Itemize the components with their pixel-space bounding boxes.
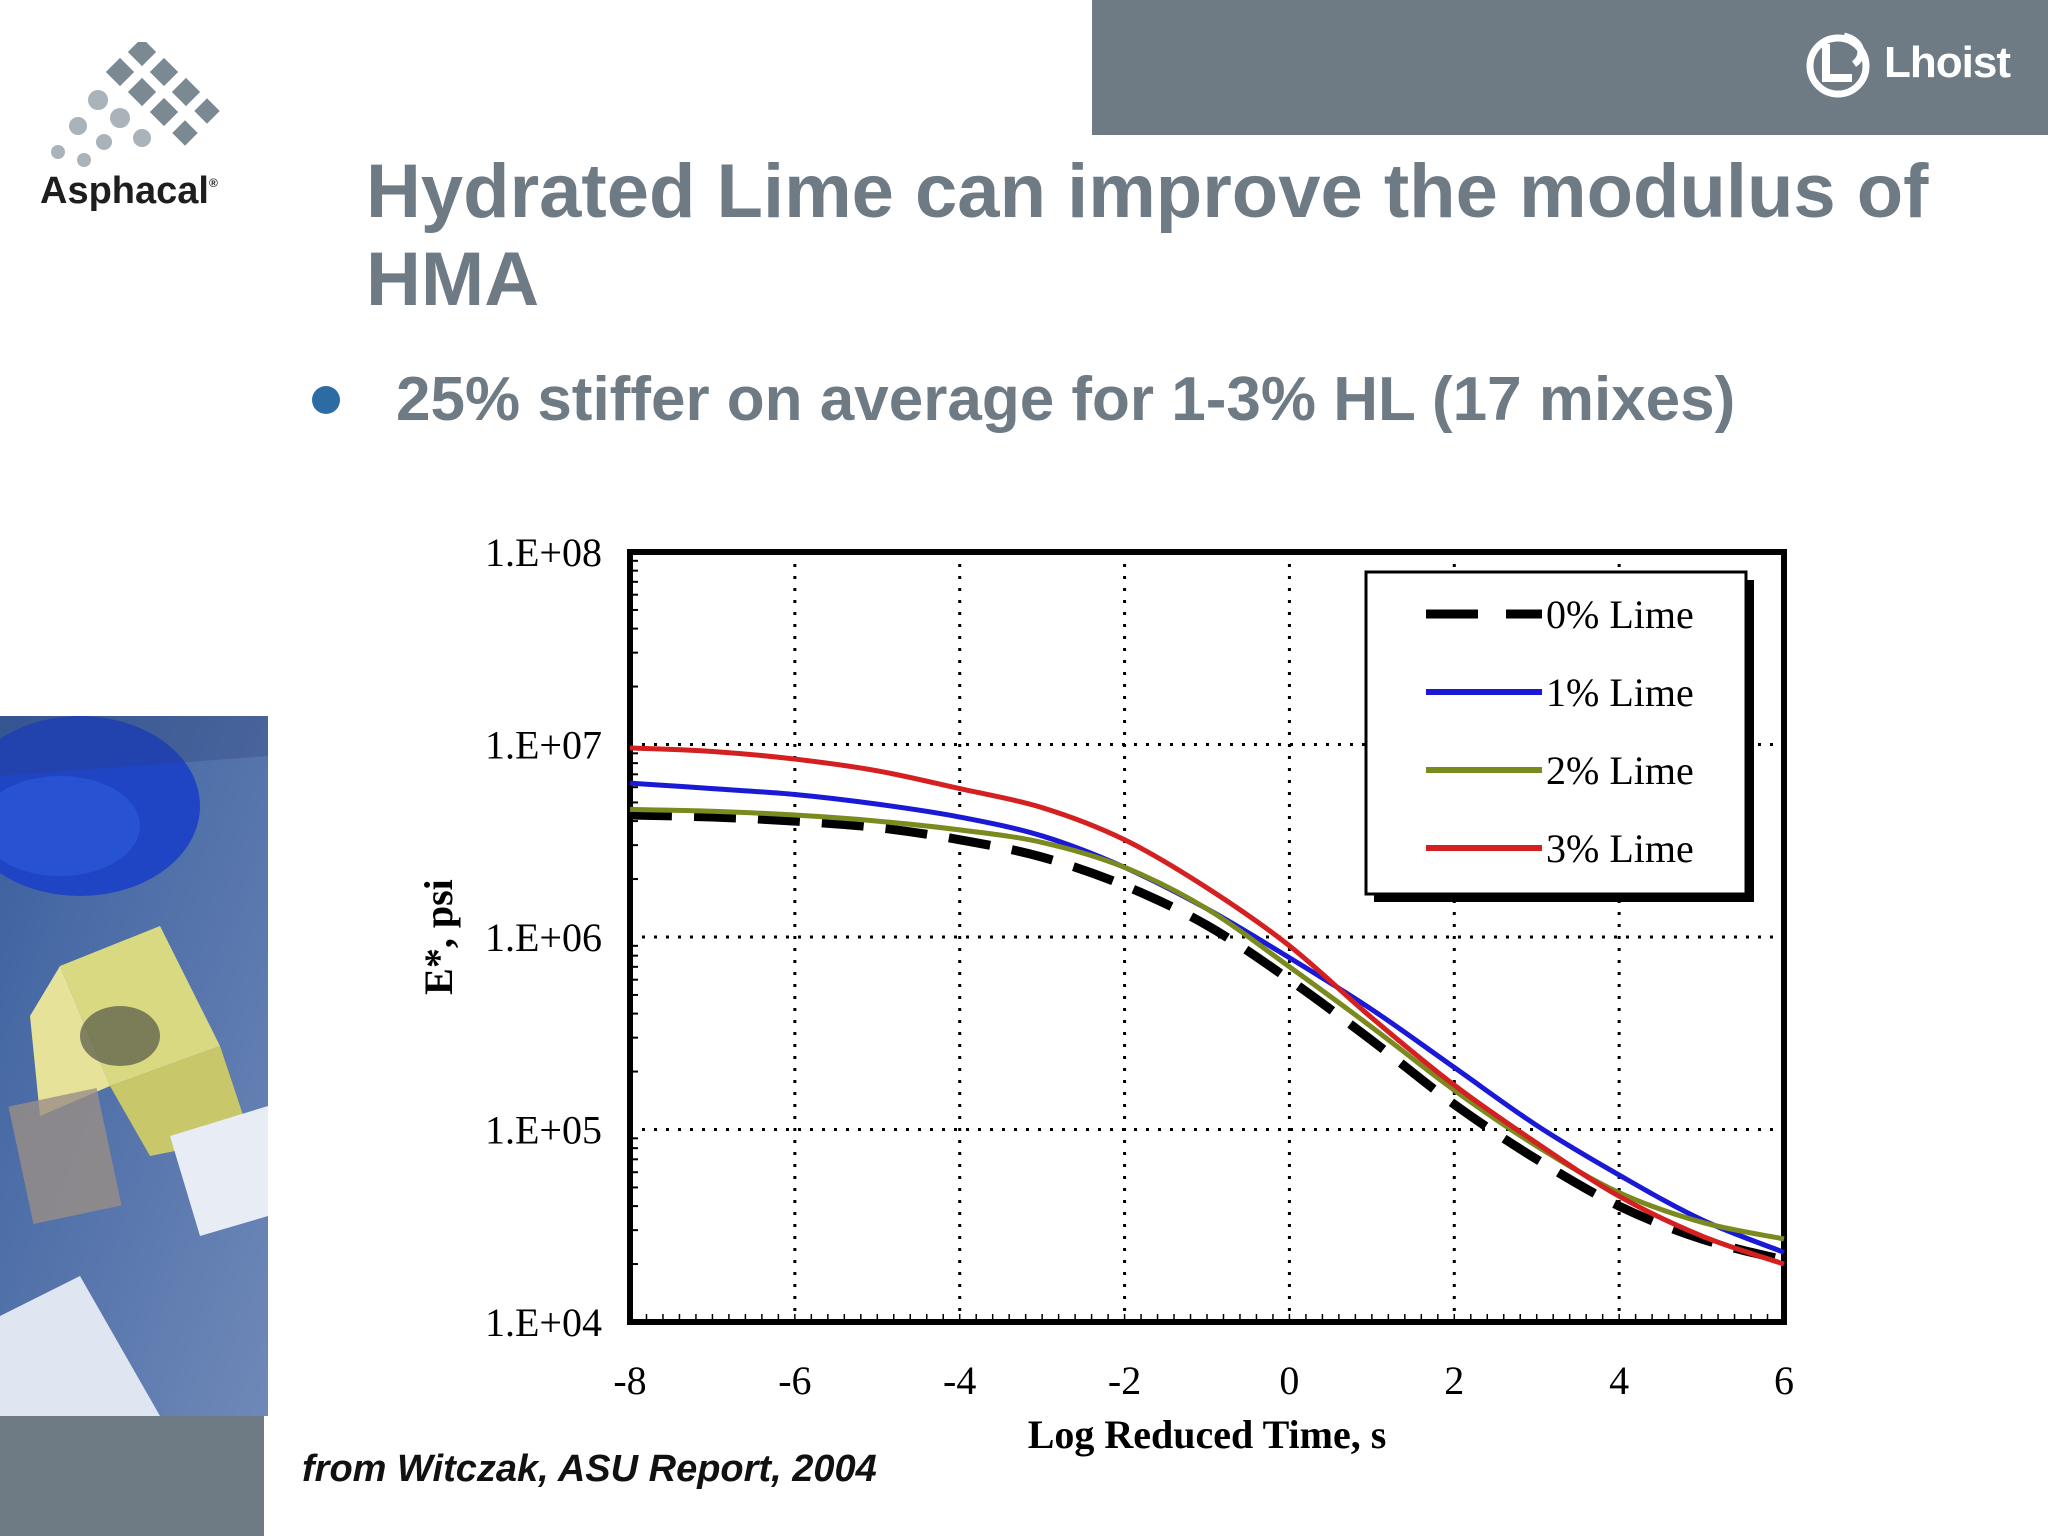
legend-label: 3% Lime: [1546, 826, 1694, 871]
x-axis-label: Log Reduced Time, s: [1028, 1412, 1387, 1457]
legend-box: [1364, 570, 1748, 896]
bullet-point: 25% stiffer on average for 1-3% HL (17 m…: [312, 364, 1735, 435]
y-tick-label: 1.E+04: [485, 1300, 602, 1345]
y-tick-label: 1.E+07: [485, 723, 602, 768]
x-tick-label: 2: [1444, 1358, 1464, 1403]
x-tick-label: 4: [1609, 1358, 1629, 1403]
legend-label: 1% Lime: [1546, 670, 1694, 715]
y-tick-label: 1.E+06: [485, 915, 602, 960]
bullet-text: 25% stiffer on average for 1-3% HL (17 m…: [396, 365, 1736, 434]
header-bar: Lhoist: [1092, 0, 2048, 135]
bullet-dot: [312, 385, 340, 414]
footer-bar: [0, 1416, 264, 1536]
x-tick-label: -8: [613, 1358, 646, 1403]
legend-label: 0% Lime: [1546, 592, 1694, 637]
x-tick-label: 6: [1774, 1358, 1794, 1403]
lhoist-mark-icon: [1806, 32, 1870, 98]
y-axis-label: E*, psi: [416, 879, 461, 995]
asphacal-wordmark: Asphacal®: [40, 170, 218, 212]
x-tick-label: -4: [943, 1358, 976, 1403]
legend-label: 2% Lime: [1546, 748, 1694, 793]
lhoist-wordmark: Lhoist: [1884, 38, 2011, 87]
source-note: from Witczak, ASU Report, 2004: [302, 1448, 877, 1490]
y-tick-label: 1.E+05: [485, 1108, 602, 1153]
y-tick-label: 1.E+08: [485, 530, 602, 575]
lhoist-logo: Lhoist: [1804, 26, 2011, 100]
diamond-grid-icon: [51, 37, 220, 167]
x-tick-label: -2: [1108, 1358, 1141, 1403]
slide-title: Hydrated Lime can improve the modulus of…: [366, 149, 1929, 322]
umbrella-photo: [0, 716, 268, 1416]
series-line-0lime: [629, 810, 1786, 1265]
x-tick-label: -6: [778, 1358, 811, 1403]
x-tick-label: 0: [1279, 1358, 1299, 1403]
modulus-chart: 1.E+04 1.E+05 1.E+06 1.E+07 1.E+08 -8 -6 -4 -2 0 2…: [416, 530, 1794, 1457]
asphacal-logo: [38, 37, 258, 222]
series-line-3lime: [629, 745, 1785, 1267]
